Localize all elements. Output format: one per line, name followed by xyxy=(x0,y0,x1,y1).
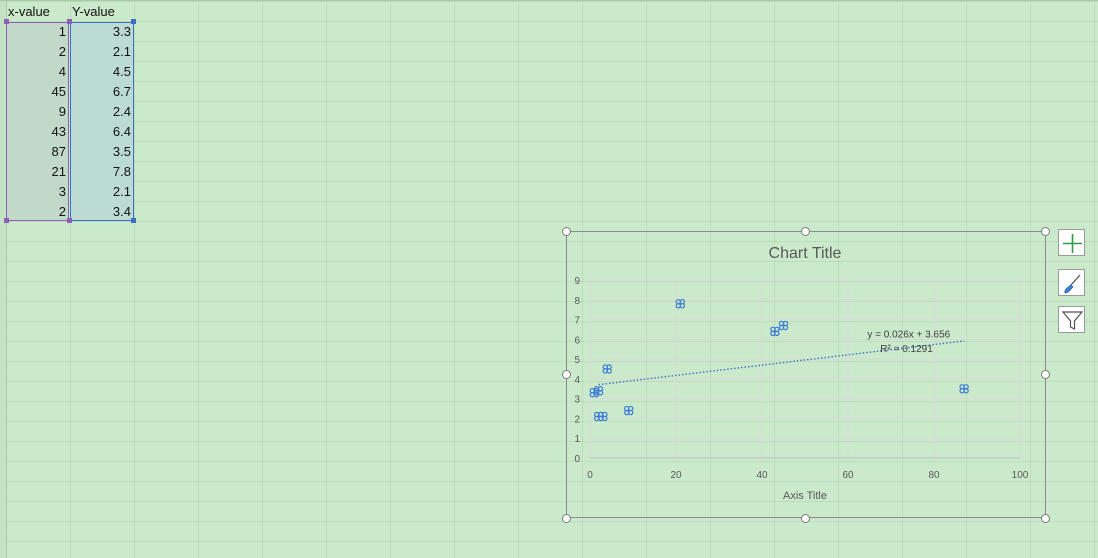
y-tick-label: 1 xyxy=(574,434,580,445)
cell-y-value[interactable]: 2.4 xyxy=(112,104,131,119)
x-axis-title[interactable]: Axis Title xyxy=(783,490,827,502)
cell-x-value[interactable]: 87 xyxy=(51,144,66,159)
chart-resize-handle-top[interactable] xyxy=(801,227,810,236)
marker-lobe xyxy=(602,415,608,422)
cell-x-value[interactable]: 45 xyxy=(51,84,66,99)
chart-filters-button[interactable] xyxy=(1058,306,1085,333)
cell-x-value[interactable]: 2 xyxy=(58,204,66,219)
header-cell-y-value[interactable]: Y-value xyxy=(72,4,115,19)
y-tick-label: 2 xyxy=(574,414,580,425)
chart-elements-button[interactable] xyxy=(1058,229,1085,256)
x-tick-label: 0 xyxy=(587,470,593,481)
column-header-edge xyxy=(0,0,1098,1)
y-range-handle-bottom-right[interactable] xyxy=(131,218,136,223)
y-tick-label: 9 xyxy=(574,276,580,287)
cell-x-value[interactable]: 43 xyxy=(51,124,66,139)
cell-y-value[interactable]: 4.5 xyxy=(112,64,131,79)
y-tick-label: 8 xyxy=(574,296,580,307)
x-range-selection[interactable] xyxy=(6,22,69,221)
cell-x-value[interactable]: 3 xyxy=(58,184,66,199)
x-tick-label: 20 xyxy=(670,470,682,481)
y-tick-label: 4 xyxy=(574,375,580,386)
data-point[interactable] xyxy=(778,320,789,331)
plus-icon xyxy=(1063,234,1082,253)
marker-lobe xyxy=(782,324,789,331)
y-tick-label: 0 xyxy=(574,454,580,465)
chart-resize-handle-bottom-left[interactable] xyxy=(562,514,571,523)
data-point[interactable] xyxy=(959,384,969,394)
x-tick-label: 60 xyxy=(842,470,854,481)
cell-y-value[interactable]: 2.1 xyxy=(112,184,131,199)
marker-lobe xyxy=(774,330,780,337)
cell-x-value[interactable]: 21 xyxy=(51,164,66,179)
x-range-handle-top-left[interactable] xyxy=(4,19,9,24)
data-point[interactable] xyxy=(593,386,604,396)
x-range-handle-bottom-left[interactable] xyxy=(4,218,9,223)
data-point[interactable] xyxy=(675,299,686,309)
funnel-icon xyxy=(1061,311,1084,330)
y-tick-label: 6 xyxy=(574,335,580,346)
cell-y-value[interactable]: 3.5 xyxy=(112,144,131,159)
cell-x-value[interactable]: 1 xyxy=(58,24,66,39)
chart-styles-button[interactable] xyxy=(1058,269,1085,296)
data-point[interactable] xyxy=(598,411,608,422)
chart-resize-handle-bottom[interactable] xyxy=(801,514,810,523)
cell-y-value[interactable]: 6.4 xyxy=(112,124,131,139)
marker-lobe xyxy=(627,409,634,416)
y-range-handle-top-right[interactable] xyxy=(131,19,136,24)
cell-x-value[interactable]: 4 xyxy=(58,64,66,79)
chart-resize-handle-bottom-right[interactable] xyxy=(1041,514,1050,523)
y-tick-label: 5 xyxy=(574,355,580,366)
marker-lobe xyxy=(606,368,612,374)
plot-area[interactable]: 0 1 2 3 4 5 6 7 8 9 0 20 40 60 80 100 y = 0.026x + 3.656… xyxy=(574,276,1028,481)
marker-lobe xyxy=(597,390,604,396)
x-tick-label: 100 xyxy=(1012,470,1029,481)
y-tick-label: 3 xyxy=(574,395,580,406)
x-tick-label: 80 xyxy=(928,470,940,481)
x-tick-label: 40 xyxy=(756,470,768,481)
chart-resize-handle-right[interactable] xyxy=(1041,370,1050,379)
cell-x-value[interactable]: 9 xyxy=(58,104,66,119)
cell-y-value[interactable]: 3.4 xyxy=(112,204,131,219)
marker-lobe xyxy=(679,303,686,309)
scatter-chart[interactable]: Chart Title Axis Title 0 1 2 3 4 5 6 7 8 9 0 20 40 60… xyxy=(566,231,1046,518)
cell-y-value[interactable]: 6.7 xyxy=(112,84,131,99)
x-range-handle-bottom-right[interactable] xyxy=(67,218,72,223)
chart-title[interactable]: Chart Title xyxy=(769,245,842,262)
data-point[interactable] xyxy=(770,326,780,337)
x-range-handle-top-right[interactable] xyxy=(67,19,72,24)
cell-y-value[interactable]: 2.1 xyxy=(112,44,131,59)
header-cell-x-value[interactable]: x-value xyxy=(8,4,50,19)
cell-y-value[interactable]: 3.3 xyxy=(112,24,131,39)
data-point[interactable] xyxy=(624,405,634,416)
row-header-strip xyxy=(0,0,7,558)
chart-resize-handle-left[interactable] xyxy=(562,370,571,379)
trendline-equation: y = 0.026x + 3.656 xyxy=(867,329,950,340)
chart-resize-handle-top-left[interactable] xyxy=(562,227,571,236)
marker-lobe xyxy=(963,388,969,394)
data-point[interactable] xyxy=(602,364,612,374)
chart-resize-handle-top-right[interactable] xyxy=(1041,227,1050,236)
cell-x-value[interactable]: 2 xyxy=(58,44,66,59)
trendline-r2: R² = 0.1291 xyxy=(880,344,933,355)
y-range-selection[interactable] xyxy=(70,22,134,221)
cell-y-value[interactable]: 7.8 xyxy=(112,164,131,179)
y-tick-label: 7 xyxy=(574,316,580,327)
brush-icon xyxy=(1064,274,1081,294)
